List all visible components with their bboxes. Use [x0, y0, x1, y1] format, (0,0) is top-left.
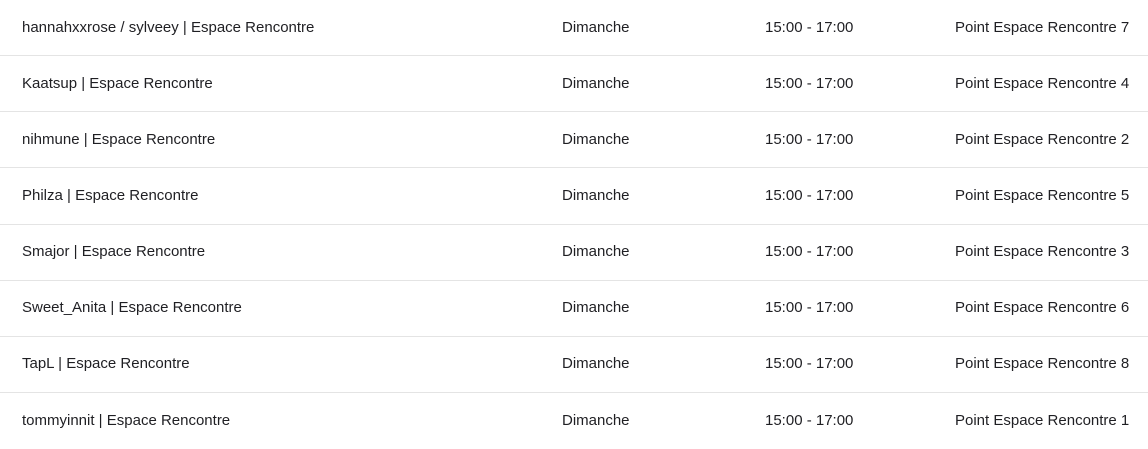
day-cell: Dimanche — [562, 355, 630, 373]
talent-cell: TapL | Espace Rencontre — [22, 355, 190, 373]
day-cell: Dimanche — [562, 18, 630, 36]
day-cell: Dimanche — [562, 411, 630, 429]
talent-cell: Smajor | Espace Rencontre — [22, 243, 206, 261]
location-cell: Point Espace Rencontre 1 — [955, 411, 1130, 429]
time-cell: 15:00 - 17:00 — [765, 411, 854, 429]
location-cell: Point Espace Rencontre 5 — [955, 186, 1130, 204]
talent-cell: nihmune | Espace Rencontre — [22, 130, 216, 148]
time-cell: 15:00 - 17:00 — [765, 18, 854, 36]
table-row: tommyinnit | Espace Rencontre Dimanche 1… — [0, 392, 1148, 449]
day-cell: Dimanche — [562, 186, 630, 204]
day-cell: Dimanche — [562, 299, 630, 317]
table-row: Kaatsup | Espace Rencontre Dimanche 15:0… — [0, 56, 1148, 113]
table-row: hannahxxrose / sylveey | Espace Rencontr… — [0, 0, 1148, 57]
time-cell: 15:00 - 17:00 — [765, 186, 854, 204]
location-cell: Point Espace Rencontre 7 — [955, 18, 1130, 36]
location-cell: Point Espace Rencontre 3 — [955, 243, 1130, 261]
talent-cell: Sweet_Anita | Espace Rencontre — [22, 299, 242, 317]
table-row: Philza | Espace Rencontre Dimanche 15:00… — [0, 168, 1148, 225]
location-cell: Point Espace Rencontre 8 — [955, 355, 1130, 373]
table-row: Sweet_Anita | Espace Rencontre Dimanche … — [0, 280, 1148, 337]
table-row: TapL | Espace Rencontre Dimanche 15:00 -… — [0, 336, 1148, 393]
talent-cell: Philza | Espace Rencontre — [22, 186, 199, 204]
talent-cell: Kaatsup | Espace Rencontre — [22, 74, 213, 92]
location-cell: Point Espace Rencontre 2 — [955, 130, 1130, 148]
time-cell: 15:00 - 17:00 — [765, 355, 854, 373]
time-cell: 15:00 - 17:00 — [765, 243, 854, 261]
time-cell: 15:00 - 17:00 — [765, 74, 854, 92]
day-cell: Dimanche — [562, 243, 630, 261]
location-cell: Point Espace Rencontre 4 — [955, 74, 1130, 92]
table-row: Smajor | Espace Rencontre Dimanche 15:00… — [0, 224, 1148, 281]
talent-cell: tommyinnit | Espace Rencontre — [22, 411, 231, 429]
time-cell: 15:00 - 17:00 — [765, 299, 854, 317]
table-row: nihmune | Espace Rencontre Dimanche 15:0… — [0, 112, 1148, 169]
time-cell: 15:00 - 17:00 — [765, 130, 854, 148]
day-cell: Dimanche — [562, 74, 630, 92]
talent-cell: hannahxxrose / sylveey | Espace Rencontr… — [22, 18, 315, 36]
day-cell: Dimanche — [562, 130, 630, 148]
location-cell: Point Espace Rencontre 6 — [955, 299, 1130, 317]
